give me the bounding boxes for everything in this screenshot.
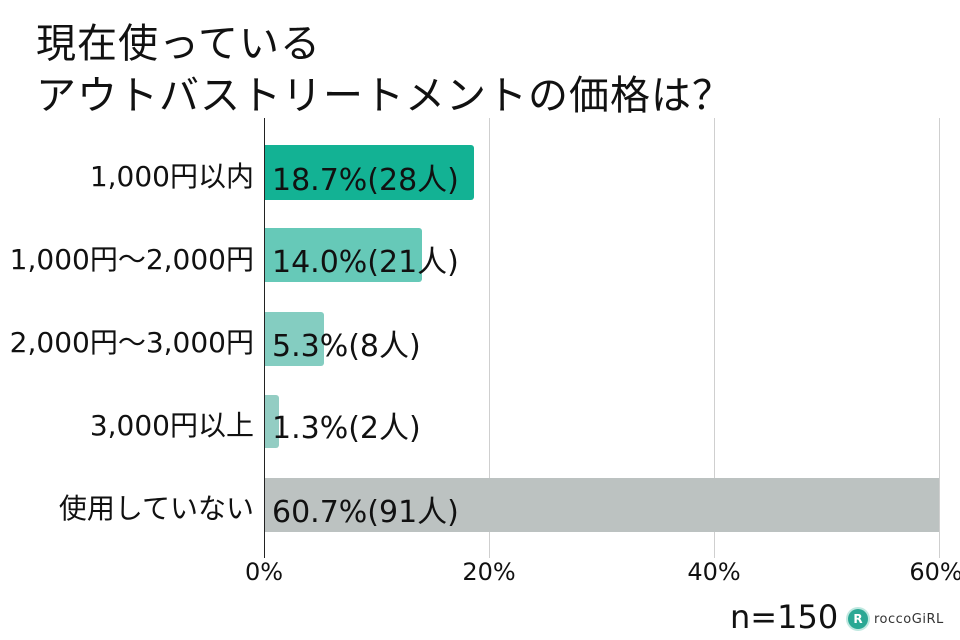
x-tick-label: 60%	[909, 558, 960, 586]
bar-value-label: 1.3%(2人)	[272, 411, 421, 446]
x-tick-label: 40%	[687, 558, 741, 586]
bar-value-label: 60.7%(91人)	[272, 495, 459, 530]
chart-title: 現在使っている アウトバストリートメントの価格は？	[36, 18, 733, 122]
category-label: 2,000円〜3,000円	[9, 326, 254, 359]
brand-logo-icon: R	[848, 609, 868, 629]
bar-1000-2000	[264, 228, 422, 282]
y-axis-line	[264, 118, 265, 558]
bar-under-1000	[264, 145, 474, 200]
chart-title-line-2: アウトバストリートメントの価格は？	[36, 73, 733, 119]
gridline-20	[489, 118, 490, 558]
bar-not-using	[264, 478, 939, 532]
brand-logo: R roccoGiRL	[848, 609, 944, 629]
chart-title-line-1: 現在使っている	[36, 21, 321, 67]
bar-over-3000	[264, 395, 279, 448]
sample-size: n=150	[730, 598, 839, 636]
x-tick-label: 0%	[244, 558, 284, 586]
bar-value-label: 18.7%(28人)	[272, 163, 459, 198]
bar-value-label: 5.3%(8人)	[272, 329, 421, 364]
gridline-40	[714, 118, 715, 558]
category-label: 3,000円以上	[89, 409, 254, 442]
bar-2000-3000	[264, 312, 324, 366]
category-label: 使用していない	[58, 492, 254, 525]
x-tick-label: 20%	[462, 558, 516, 586]
plot-area: 18.7%(28人) 14.0%(21人) 5.3%(8人) 1.3%(2人) …	[264, 118, 940, 558]
gridline-60	[939, 118, 940, 558]
brand-name: roccoGiRL	[874, 611, 944, 627]
category-label: 1,000円〜2,000円	[9, 243, 254, 276]
category-label: 1,000円以内	[89, 160, 254, 193]
bar-value-label: 14.0%(21人)	[272, 245, 459, 280]
